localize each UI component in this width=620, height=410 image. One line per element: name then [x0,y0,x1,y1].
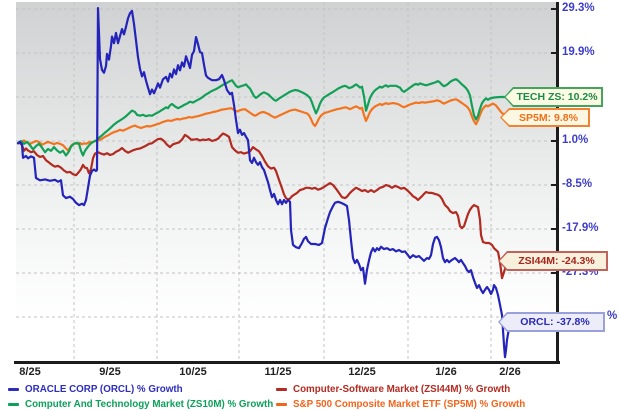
legend-item-orcl: ORACLE CORP (ORCL) % Growth [8,382,276,396]
callout-orcl-label: ORCL: -37.8% [499,313,604,331]
legend-item-zs10m: Computer And Technology Market (ZS10M) %… [8,397,276,410]
y-tick-label: % [607,310,618,322]
x-tick-label: 1/26 [435,366,457,378]
y-tick-label: -17.9% [562,222,599,234]
callout-sp5m-label: SP5M: 9.8% [501,109,589,126]
x-tick-label: 11/25 [264,366,292,378]
x-tick-label: 9/25 [99,366,121,378]
callout-tech-zs: TECH ZS: 10.2% [504,87,603,107]
callout-tech-zs-label: TECH ZS: 10.2% [505,88,602,106]
legend-item-zsi44m: Computer-Software Market (ZSI44M) % Grow… [276,382,614,396]
callout-zsi44m-label: ZSI44M: -24.3% [499,252,607,270]
y-tick-label: 1.0% [562,134,589,146]
y-tick-label: 29.3% [562,2,595,14]
x-tick-label: 8/25 [19,366,41,378]
callout-zsi44m: ZSI44M: -24.3% [498,251,608,271]
y-tick-label: -8.5% [562,178,593,190]
x-tick-label: 10/25 [179,366,207,378]
legend-label: ORACLE CORP (ORCL) % Growth [25,383,183,395]
legend-item-sp5m: S&P 500 Composite Market ETF (SP5M) % Gr… [276,397,614,410]
legend: ORACLE CORP (ORCL) % Growth Computer-Sof… [8,382,614,410]
legend-dash-icon [8,387,19,391]
legend-dash-icon [276,387,287,391]
legend-dash-icon [8,402,19,406]
y-tick-label: 19.9% [562,46,595,58]
legend-dash-icon [276,402,287,406]
x-tick-label: 2/26 [499,366,521,378]
legend-label: S&P 500 Composite Market ETF (SP5M) % Gr… [293,398,526,410]
legend-label: Computer And Technology Market (ZS10M) %… [25,398,274,410]
callout-sp5m: SP5M: 9.8% [500,108,590,127]
legend-label: Computer-Software Market (ZSI44M) % Grow… [293,383,511,395]
callout-orcl: ORCL: -37.8% [498,312,605,332]
x-tick-label: 12/25 [348,366,376,378]
